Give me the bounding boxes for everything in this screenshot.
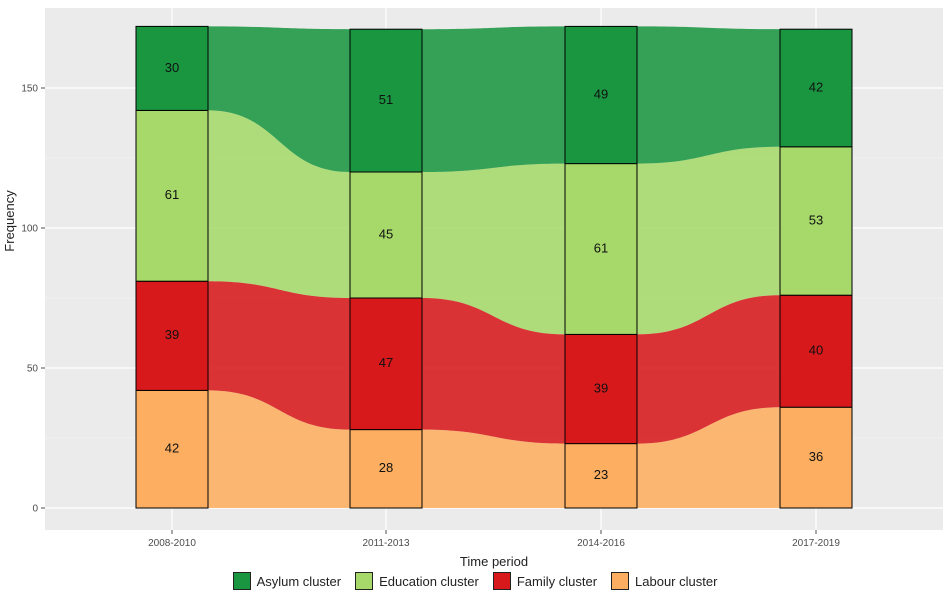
legend-swatch-family [492,572,511,590]
stratum-label-labour-3: 36 [809,449,823,464]
stratum-label-family-2: 39 [594,380,608,395]
flow-asylum-0 [208,26,350,173]
legend-swatch-education [355,572,374,590]
stratum-label-education-0: 61 [165,187,179,202]
stratum-label-labour-1: 28 [379,460,393,475]
stratum-family-2 [564,333,638,445]
stratum-label-labour-2: 23 [594,467,608,482]
y-tick-label: 100 [21,224,38,235]
stratum-asylum-1 [349,28,423,173]
legend-item-labour: Labour cluster [611,572,717,590]
stratum-labour-0 [135,389,209,509]
stratum-label-family-0: 39 [165,327,179,342]
stratum-boxes: 42 39 61 30 28 47 45 51 23 39 61 49 36 40 53 42 [135,25,853,509]
stratum-label-family-3: 40 [809,343,823,358]
x-tick-label: 2017-2019 [792,538,840,549]
flow-family-1 [422,298,565,444]
flow-asylum-1 [422,26,565,173]
stratum-labour-1 [349,429,423,509]
stratum-education-2 [564,163,638,335]
flow-education-1 [422,163,565,335]
stratum-label-asylum-0: 30 [165,60,179,75]
stratum-education-3 [779,146,853,296]
legend-swatch-labour [611,572,630,590]
y-tick-label: 50 [27,364,39,375]
stratum-label-asylum-3: 42 [809,79,823,94]
legend-label-asylum: Asylum cluster [256,573,342,589]
y-axis-title: Frequency [2,190,17,252]
flow-education-2 [637,146,780,335]
stratum-family-0 [135,280,209,391]
legend-item-education: Education cluster [355,572,479,590]
legend-item-family: Family cluster [492,572,598,590]
flow-asylum-2 [637,26,780,164]
legend-label-labour: Labour cluster [635,573,718,589]
stratum-label-asylum-1: 51 [379,92,393,107]
stratum-family-1 [349,297,423,431]
flows [208,26,780,508]
stratum-label-education-3: 53 [809,212,823,227]
y-tick-label: 0 [32,504,38,515]
x-tick-label: 2011-2013 [362,538,410,549]
stratum-asylum-0 [135,25,209,111]
stratum-label-education-2: 61 [594,240,608,255]
stratum-labour-3 [779,406,853,509]
stratum-asylum-3 [779,28,853,148]
stratum-asylum-2 [564,25,638,165]
stratum-label-asylum-2: 49 [594,86,608,101]
stratum-label-family-1: 47 [379,355,393,370]
stratum-education-1 [349,171,423,299]
stratum-label-education-1: 45 [379,226,393,241]
legend-swatch-asylum [232,572,251,590]
stratum-labour-2 [564,443,638,509]
stratum-label-labour-0: 42 [165,441,179,456]
alluvial-chart: 42 39 61 30 28 47 45 51 23 39 61 49 36 40 53 42 0 50 100 1… [2,8,943,569]
flow-family-0 [208,281,350,430]
legend: Asylum cluster Education cluster Family … [0,572,950,590]
stratum-family-3 [779,294,853,408]
y-tick-label: 150 [21,84,38,95]
legend-label-education: Education cluster [379,573,479,589]
x-tick-label: 2008-2010 [148,538,196,549]
flow-family-2 [637,295,780,444]
axis-ticks: 0 50 100 150 2008-2010 2011-2013 2014-2016 2017… [21,84,840,550]
legend-label-family: Family cluster [516,573,598,589]
flow-labour-0 [208,390,350,508]
flow-education-0 [208,110,350,299]
stratum-education-0 [135,109,209,282]
legend-item-asylum: Asylum cluster [232,572,342,590]
x-tick-label: 2014-2016 [577,538,625,549]
flow-labour-1 [422,429,565,508]
x-axis-title: Time period [460,554,528,569]
flow-labour-2 [637,407,780,508]
